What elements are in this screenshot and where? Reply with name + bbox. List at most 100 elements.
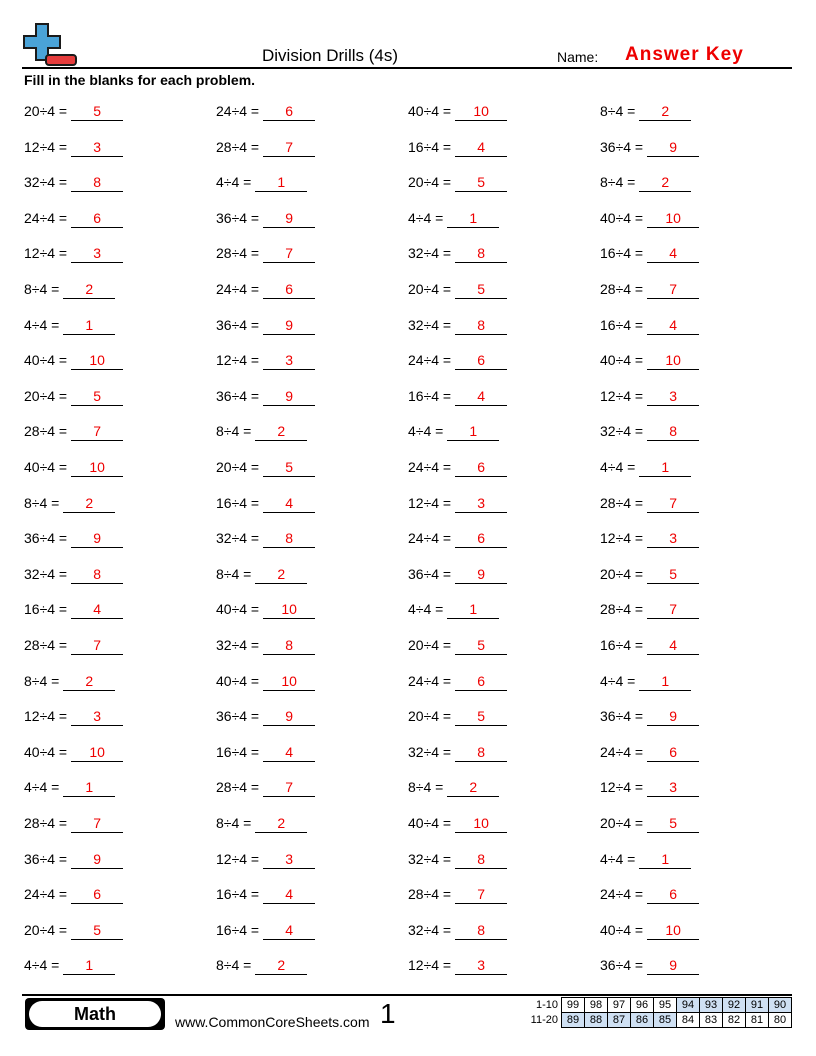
answer: 1	[63, 956, 116, 976]
score-table: 1-10 99 98 97 96 95 94 93 92 91 90 11-20 89 88 87 86 85 8…	[526, 997, 792, 1028]
answer: 8	[71, 565, 124, 584]
problem: 32÷4 = 8	[216, 636, 316, 655]
problem: 4÷4 = 1	[24, 956, 116, 976]
answer: 1	[447, 600, 500, 620]
answer: 1	[639, 850, 692, 869]
question: 40÷4 =	[408, 103, 452, 119]
problem: 36÷4 = 9	[600, 707, 700, 727]
answer: 4	[263, 921, 316, 940]
answer: 3	[455, 494, 508, 513]
header-rule	[22, 67, 792, 69]
answer: 3	[263, 850, 316, 869]
question: 40÷4 =	[216, 672, 260, 689]
problem: 28÷4 = 7	[600, 280, 700, 299]
question: 20÷4 =	[24, 921, 68, 938]
problem: 20÷4 = 5	[600, 565, 700, 584]
problem: 8÷4 = 2	[216, 814, 308, 833]
question: 12÷4 =	[216, 850, 260, 867]
question: 24÷4 =	[216, 103, 260, 119]
answer: 8	[647, 422, 700, 442]
answer: 5	[71, 387, 124, 406]
answer: 8	[455, 921, 508, 940]
problem: 40÷4 = 10	[24, 351, 124, 371]
problem: 12÷4 = 3	[24, 244, 124, 264]
answer: 10	[647, 351, 700, 371]
question: 24÷4 =	[408, 459, 452, 475]
problem: 16÷4 = 4	[216, 885, 316, 905]
problem: 16÷4 = 4	[600, 636, 700, 655]
answer: 6	[71, 885, 124, 905]
problem: 16÷4 = 4	[24, 600, 124, 620]
answer: 2	[63, 494, 116, 513]
problem: 40÷4 = 10	[600, 351, 700, 371]
score-cell: 89	[561, 1012, 585, 1028]
question: 28÷4 =	[600, 281, 644, 297]
score-cell: 98	[584, 997, 608, 1013]
page-number: 1	[380, 998, 396, 1029]
question: 12÷4 =	[408, 494, 452, 511]
question: 20÷4 =	[408, 708, 452, 725]
problem: 36÷4 = 9	[216, 209, 316, 228]
question: 24÷4 =	[600, 743, 644, 760]
score-cell: 94	[676, 997, 700, 1013]
score-row: 11-20 89 88 87 86 85 84 83 82 81 80	[526, 1012, 792, 1028]
problem: 40÷4 = 10	[408, 102, 508, 121]
problem: 36÷4 = 9	[24, 850, 124, 869]
answer: 10	[263, 672, 316, 691]
problem: 28÷4 = 7	[24, 636, 124, 655]
answer: 6	[263, 102, 316, 121]
question: 12÷4 =	[24, 138, 68, 155]
problem: 16÷4 = 4	[216, 494, 316, 513]
problem: 24÷4 = 6	[408, 351, 508, 371]
problem: 28÷4 = 7	[24, 814, 124, 833]
score-cell: 93	[699, 997, 723, 1013]
problem: 24÷4 = 6	[408, 672, 508, 691]
answer: 10	[455, 814, 508, 833]
question: 8÷4 =	[216, 957, 252, 974]
answer: 9	[455, 565, 508, 584]
problem: 4÷4 = 1	[24, 316, 116, 335]
question: 12÷4 =	[24, 708, 68, 725]
answer: 5	[455, 707, 508, 727]
question: 40÷4 =	[24, 743, 68, 760]
question: 8÷4 =	[216, 815, 252, 831]
question: 40÷4 =	[600, 209, 644, 226]
problem: 32÷4 = 8	[24, 173, 124, 193]
question: 20÷4 =	[408, 637, 452, 653]
question: 20÷4 =	[24, 103, 68, 119]
question: 36÷4 =	[216, 387, 260, 404]
question: 40÷4 =	[408, 815, 452, 831]
answer: 7	[71, 814, 124, 833]
answer: 8	[263, 529, 316, 549]
problem: 4÷4 = 1	[24, 778, 116, 798]
answer: 1	[63, 316, 116, 335]
question: 36÷4 =	[216, 316, 260, 333]
answer: 4	[263, 494, 316, 513]
answer: 9	[263, 707, 316, 727]
score-cell: 90	[768, 997, 792, 1013]
problem: 12÷4 = 3	[408, 956, 508, 976]
question: 8÷4 =	[24, 281, 60, 297]
question: 32÷4 =	[408, 921, 452, 938]
answer: 5	[71, 102, 124, 121]
question: 20÷4 =	[216, 459, 260, 475]
question: 8÷4 =	[216, 423, 252, 440]
answer: 6	[647, 885, 700, 905]
question: 16÷4 =	[600, 245, 644, 262]
answer: 8	[455, 743, 508, 762]
question: 16÷4 =	[600, 637, 644, 653]
answer: 4	[263, 885, 316, 905]
problem: 36÷4 = 9	[600, 138, 700, 157]
answer: 9	[263, 209, 316, 228]
answer: 2	[255, 814, 308, 833]
question: 8÷4 =	[24, 672, 60, 689]
problem: 40÷4 = 10	[600, 921, 700, 940]
answer: 3	[647, 529, 700, 549]
question: 40÷4 =	[600, 921, 644, 938]
score-cell: 91	[745, 997, 769, 1013]
problem: 32÷4 = 8	[408, 244, 508, 264]
answer: 10	[71, 458, 124, 477]
problem: 12÷4 = 3	[24, 707, 124, 727]
answer: 1	[639, 672, 692, 691]
